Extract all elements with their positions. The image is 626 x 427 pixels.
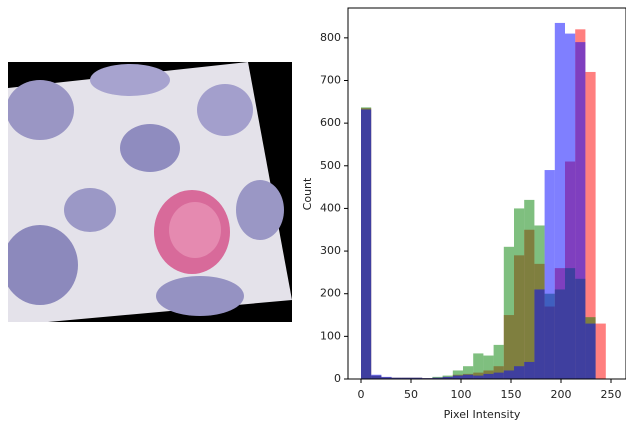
histogram-bar [432,377,443,379]
histogram-bar [371,374,382,379]
y-tick-label: 800 [320,31,341,44]
histogram-bar [483,355,494,379]
y-tick-label: 100 [320,329,341,342]
y-tick-label: 0 [334,372,341,385]
x-tick-label: 100 [451,388,472,401]
x-tick-label: 250 [601,388,622,401]
histogram-bar [534,289,545,379]
histogram-bar [514,366,525,379]
x-tick-label: 200 [551,388,572,401]
histogram-bar [452,370,463,379]
y-tick-label: 400 [320,201,341,214]
y-tick-label: 500 [320,159,341,172]
y-axis-label: Count [301,177,314,210]
histogram-bar [442,376,453,379]
histogram-bar [554,22,565,379]
histogram-bar [544,170,555,379]
histogram-bar [493,372,504,379]
y-tick-label: 600 [320,116,341,129]
histogram-bar [401,377,412,379]
histogram-bar [585,71,596,379]
histogram-bar [503,246,514,379]
histogram-bar [503,370,514,379]
histogram-bar [493,344,504,379]
histogram-bar [585,323,596,379]
x-tick-label: 150 [501,388,522,401]
histogram-bar [473,353,484,379]
histogram-bar [524,199,535,379]
histogram-bar [412,377,423,379]
y-tick-label: 700 [320,73,341,86]
x-tick-label: 0 [358,388,365,401]
histogram-bar [565,33,576,379]
histogram-bar [514,208,525,379]
histogram-bar [452,375,463,379]
histogram-bar [575,42,586,380]
histogram-bar [361,109,372,380]
histogram-bar [463,366,474,379]
histogram-bar [391,377,402,379]
histogram-bar [381,376,392,379]
histogram-bar [473,375,484,379]
x-tick-label: 50 [404,388,418,401]
histogram-bar [463,374,474,379]
histogram-bar [595,323,606,379]
histogram-bar [524,361,535,379]
plot-frame [347,7,626,380]
histogram-bar [483,373,494,379]
blood-smear-image [8,62,292,322]
y-tick-label: 300 [320,244,341,257]
y-tick-label: 200 [320,287,341,300]
x-axis-label: Pixel Intensity [444,408,521,421]
